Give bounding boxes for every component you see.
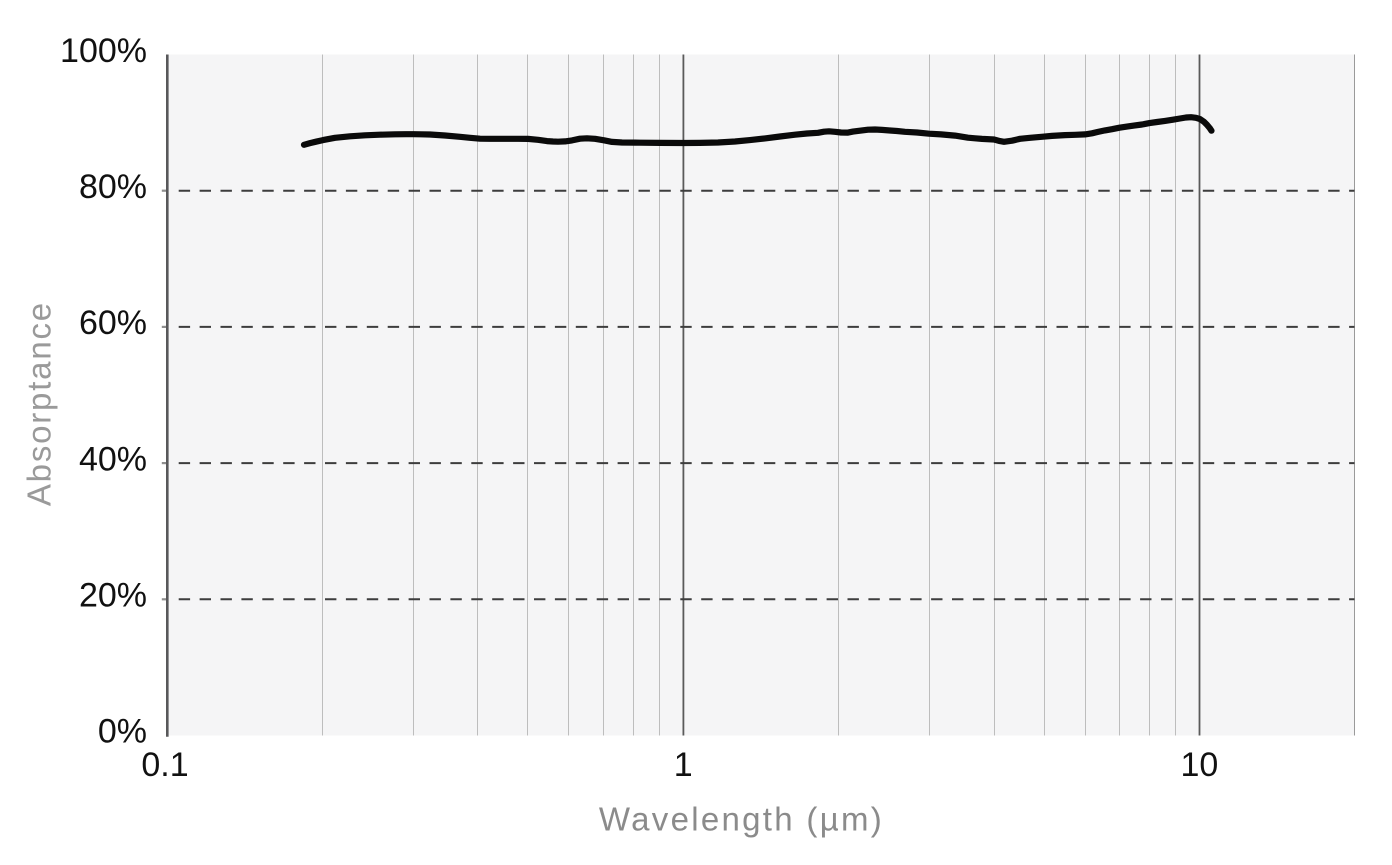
svg-text:Wavelength (µm): Wavelength (µm) — [599, 800, 884, 837]
svg-text:80%: 80% — [79, 168, 147, 206]
svg-text:0.1: 0.1 — [141, 746, 188, 784]
svg-text:10: 10 — [1180, 746, 1218, 784]
svg-text:Absorptance: Absorptance — [21, 301, 58, 506]
svg-text:40%: 40% — [79, 440, 147, 478]
svg-text:100%: 100% — [60, 32, 147, 70]
svg-text:1: 1 — [674, 746, 693, 784]
svg-text:0%: 0% — [98, 713, 147, 751]
svg-text:20%: 20% — [79, 577, 147, 615]
svg-text:60%: 60% — [79, 304, 147, 342]
